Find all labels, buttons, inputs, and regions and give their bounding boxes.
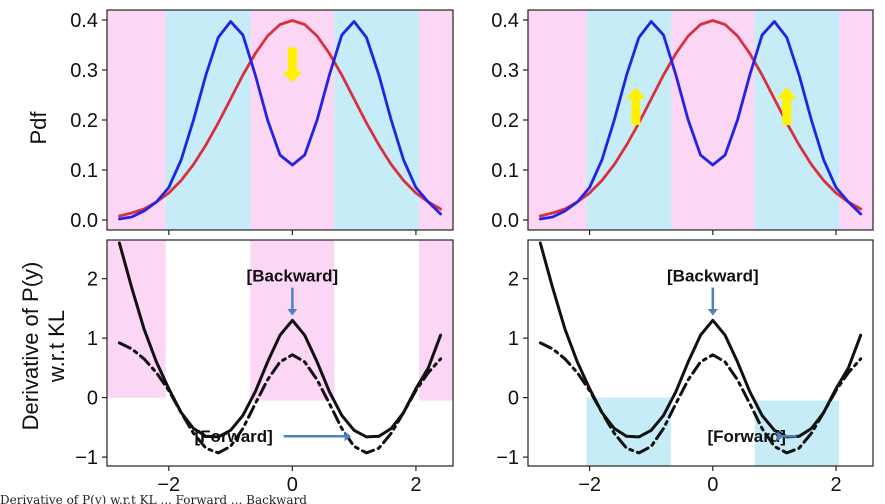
series-line-blue: [118, 20, 442, 221]
shaded-region-3: [670, 10, 755, 230]
annotation-label: [Forward]: [194, 427, 272, 446]
ytick-label: 1: [87, 328, 98, 350]
annotation-forward: [Forward]: [708, 427, 797, 446]
shaded-region-2: [165, 10, 251, 230]
ylabel-bottom-line1: Derivative of P(y): [18, 262, 43, 431]
arrow-head: [625, 87, 646, 99]
ytick-label: 0.0: [70, 210, 98, 232]
ytick-label: 0.1: [70, 160, 98, 182]
ytick-label: 0.4: [70, 10, 98, 32]
arrow-head: [776, 87, 797, 99]
xtick-label: −2: [157, 474, 180, 496]
ytick-label: 0.1: [491, 160, 519, 182]
arrow-shaft: [782, 97, 792, 125]
ytick-label: −1: [496, 447, 519, 469]
xtick-label: 2: [830, 474, 841, 496]
yellow-arrow-1-icon: [282, 47, 303, 83]
panel-top-left: 0.0 0.1 0.2 0.3 0.4: [70, 9, 454, 235]
annotation-label: [Backward]: [247, 267, 339, 286]
arrow-shaft: [287, 47, 297, 73]
arrow-shaft: [631, 97, 641, 125]
series-line-red: [118, 19, 442, 218]
annotation-arrow-head: [287, 309, 298, 316]
ytick-label: 0.2: [491, 110, 519, 132]
annotation-backward: [Backward]: [667, 267, 759, 316]
ytick-label: 0: [87, 388, 98, 410]
panel-top-right: 0.0 0.1 0.2 0.3 0.4: [491, 9, 874, 235]
xtick-label: 2: [410, 474, 421, 496]
axes-frame: [527, 239, 874, 467]
xtick-label: −2: [578, 474, 601, 496]
shaded-region-2: [586, 10, 671, 230]
arrow-head: [282, 71, 303, 83]
annotation-arrow-head: [344, 431, 352, 442]
annotation-forward: [Forward]: [194, 427, 352, 446]
ytick-label: 2: [508, 269, 519, 291]
ylabel-top: Pdf: [26, 111, 51, 145]
shaded-region-5: [839, 10, 873, 230]
ytick-label: 0.4: [491, 10, 519, 32]
ytick-label: −1: [75, 447, 98, 469]
ytick-label: 1: [508, 328, 519, 350]
series-line-blue: [538, 20, 863, 221]
annotation-label: [Forward]: [708, 427, 786, 446]
shaded-region-1: [107, 10, 166, 230]
yellow-arrow-2-icon: [776, 87, 797, 125]
annotation-arrow-head: [777, 431, 784, 442]
panels: 0.0 0.1 0.2 0.3 0.4 0.0 0.1 0.2 0.3 0.4 [Backward]…: [70, 9, 874, 496]
panel-bottom-right: [Backward] [Forward] −1 0 1 2 −2 0 2: [496, 239, 874, 496]
shaded-region-3: [250, 10, 335, 230]
xtick-label: 0: [707, 474, 718, 496]
annotation-backward: [Backward]: [247, 267, 339, 316]
ytick-label: 0.3: [70, 60, 98, 82]
shaded-region-4: [334, 10, 420, 230]
annotation-label: [Backward]: [667, 267, 759, 286]
ylabel-bottom-line2: w.r.t KL: [44, 310, 69, 383]
shaded-region-4: [754, 10, 840, 230]
axes-frame: [106, 239, 454, 467]
caption-fragment: Derivative of P(y) w.r.t KL ... Forward …: [0, 494, 307, 504]
series-line-dashdot: [538, 341, 863, 455]
ytick-label: 0.3: [491, 60, 519, 82]
ytick-label: 0.0: [491, 210, 519, 232]
panel-bottom-left: [Backward] [Forward] −1 0 1 2 −2 0 2: [75, 239, 454, 496]
annotation-arrow-head: [707, 309, 718, 316]
ytick-label: 2: [87, 269, 98, 291]
series-line-dashdot: [117, 341, 443, 455]
shaded-region-1: [107, 240, 166, 398]
xtick-label: 0: [287, 474, 298, 496]
shaded-region-1: [528, 10, 587, 230]
shaded-region-5: [419, 10, 453, 230]
yellow-arrow-1-icon: [625, 87, 646, 125]
ytick-label: 0.2: [70, 110, 98, 132]
ytick-label: 0: [508, 388, 519, 410]
series-line-red: [538, 19, 863, 218]
